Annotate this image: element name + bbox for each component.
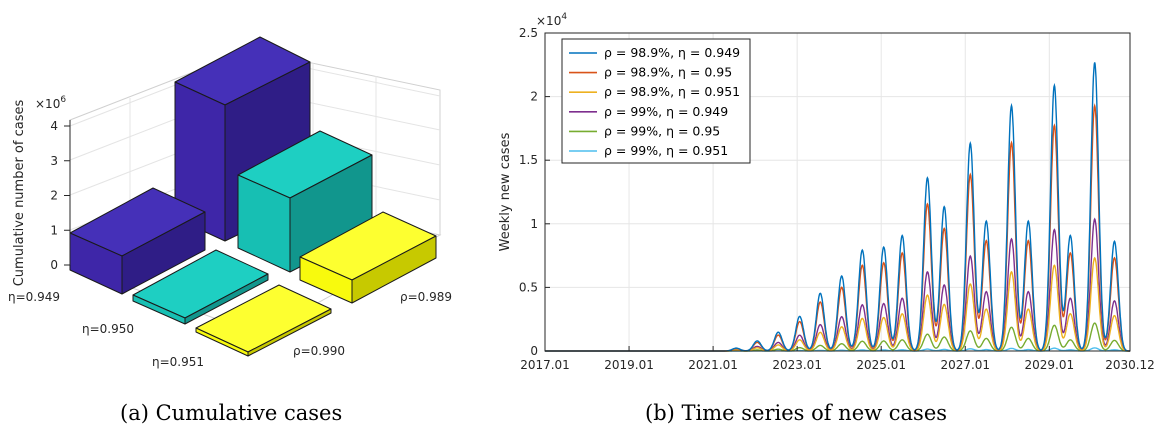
plot-frame xyxy=(544,32,1131,352)
z-tick-label: 2 xyxy=(50,189,58,203)
legend-entry-4: ρ = 99%, η = 0.95 xyxy=(604,123,720,138)
caption-a: (a) Cumulative cases xyxy=(120,401,342,425)
y-tick-label: 2.5 xyxy=(519,26,538,40)
y-axis-label: Weekly new cases xyxy=(498,132,513,251)
z-multiplier: ×106 xyxy=(35,95,66,111)
x-ticks: 2017.01 2019.01 2021.01 2023.01 2025.01 2027.… xyxy=(520,346,1155,372)
x-tick-label: 2023.01 xyxy=(772,358,822,372)
bar-eta0951-rho0989 xyxy=(299,211,437,304)
legend-box xyxy=(561,38,751,164)
z-tick-label: 1 xyxy=(50,223,58,237)
z-tick-label: 3 xyxy=(50,154,58,168)
legend-entry-0: ρ = 98.9%, η = 0.949 xyxy=(604,45,740,60)
legend-entry-5: ρ = 99%, η = 0.951 xyxy=(604,143,728,158)
caption-b: (b) Time series of new cases xyxy=(645,401,947,425)
eta-label-0951: η=0.951 xyxy=(152,355,204,369)
panel-a: 0 1 2 3 4 ×106 Cumulative number of cases η=… xyxy=(8,36,452,425)
x-tick-label: 2027.01 xyxy=(940,358,990,372)
x-tick-label: 2025.01 xyxy=(856,358,906,372)
panel-b: 0 0.5 1 1.5 2 2.5 2017.01 2019.01 2021.01 2023.0… xyxy=(498,12,1155,425)
bar-eta0951-rho0990 xyxy=(195,284,332,357)
bar-eta0949-rho0990 xyxy=(69,187,206,295)
legend-entry-1: ρ = 98.9%, η = 0.95 xyxy=(604,65,732,80)
x-tick-label: 2021.01 xyxy=(688,358,738,372)
z-tick-label: 0 xyxy=(50,258,58,272)
eta-label-0949: η=0.949 xyxy=(8,290,60,304)
y-tick-label: 0.5 xyxy=(519,280,538,294)
legend-entry-3: ρ = 99%, η = 0.949 xyxy=(604,104,728,119)
y-multiplier: ×104 xyxy=(536,12,567,28)
x-tick-label: 2030.12 xyxy=(1105,358,1155,372)
y-ticks: 0 0.5 1 1.5 2 2.5 xyxy=(519,26,550,358)
z-ticks: 0 1 2 3 4 xyxy=(50,119,70,272)
rho-label-0989: ρ=0.989 xyxy=(400,290,452,304)
bar-group xyxy=(69,36,437,357)
bar-eta0950-rho0990 xyxy=(132,249,269,325)
y-tick-label: 1.5 xyxy=(519,153,538,167)
x-tick-label: 2029.01 xyxy=(1024,358,1074,372)
y-tick-label: 0 xyxy=(530,344,538,358)
eta-label-0950: η=0.950 xyxy=(82,322,134,336)
legend: ρ = 98.9%, η = 0.949 ρ = 98.9%, η = 0.95 ρ… xyxy=(561,38,751,164)
bar-eta0950-rho0989 xyxy=(237,130,373,273)
x-tick-label: 2019.01 xyxy=(604,358,654,372)
legend-entry-2: ρ = 98.9%, η = 0.951 xyxy=(604,84,740,99)
z-axis-label: Cumulative number of cases xyxy=(12,100,27,287)
y-tick-label: 2 xyxy=(530,90,538,104)
x-tick-label: 2017.01 xyxy=(520,358,570,372)
y-tick-label: 1 xyxy=(530,217,538,231)
z-tick-label: 4 xyxy=(50,119,58,133)
rho-label-0990: ρ=0.990 xyxy=(293,344,345,358)
